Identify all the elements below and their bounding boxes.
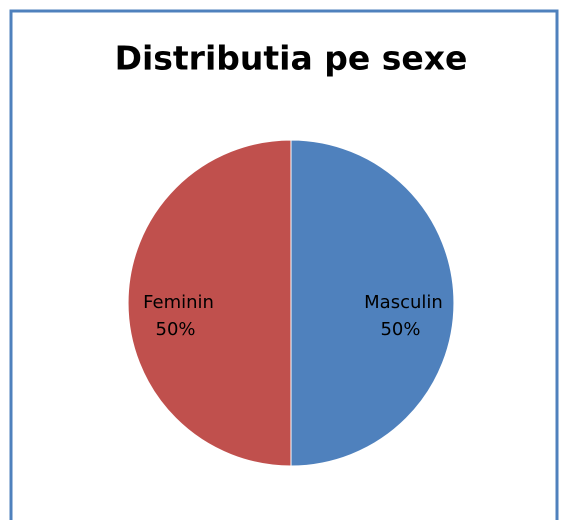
pie-slice: [290, 139, 455, 467]
slice-value-label: 50%: [156, 319, 196, 340]
chart-title: Distributia pe sexe: [115, 39, 468, 78]
slice-category-label: Masculin: [364, 292, 443, 313]
slice-value-label: 50%: [380, 319, 420, 340]
slice-category-label: Feminin: [143, 292, 214, 313]
pie-slice: [127, 139, 292, 467]
chart-border: [9, 9, 559, 520]
